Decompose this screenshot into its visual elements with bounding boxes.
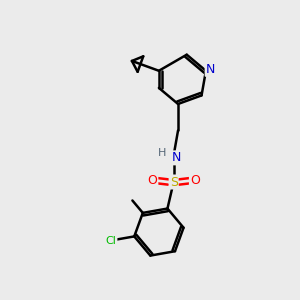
Text: S: S xyxy=(169,176,178,188)
Text: N: N xyxy=(206,63,215,76)
Text: N: N xyxy=(172,152,181,164)
Text: H: H xyxy=(158,148,166,158)
Text: Cl: Cl xyxy=(106,236,116,245)
Text: O: O xyxy=(148,174,158,187)
Text: O: O xyxy=(190,174,200,187)
